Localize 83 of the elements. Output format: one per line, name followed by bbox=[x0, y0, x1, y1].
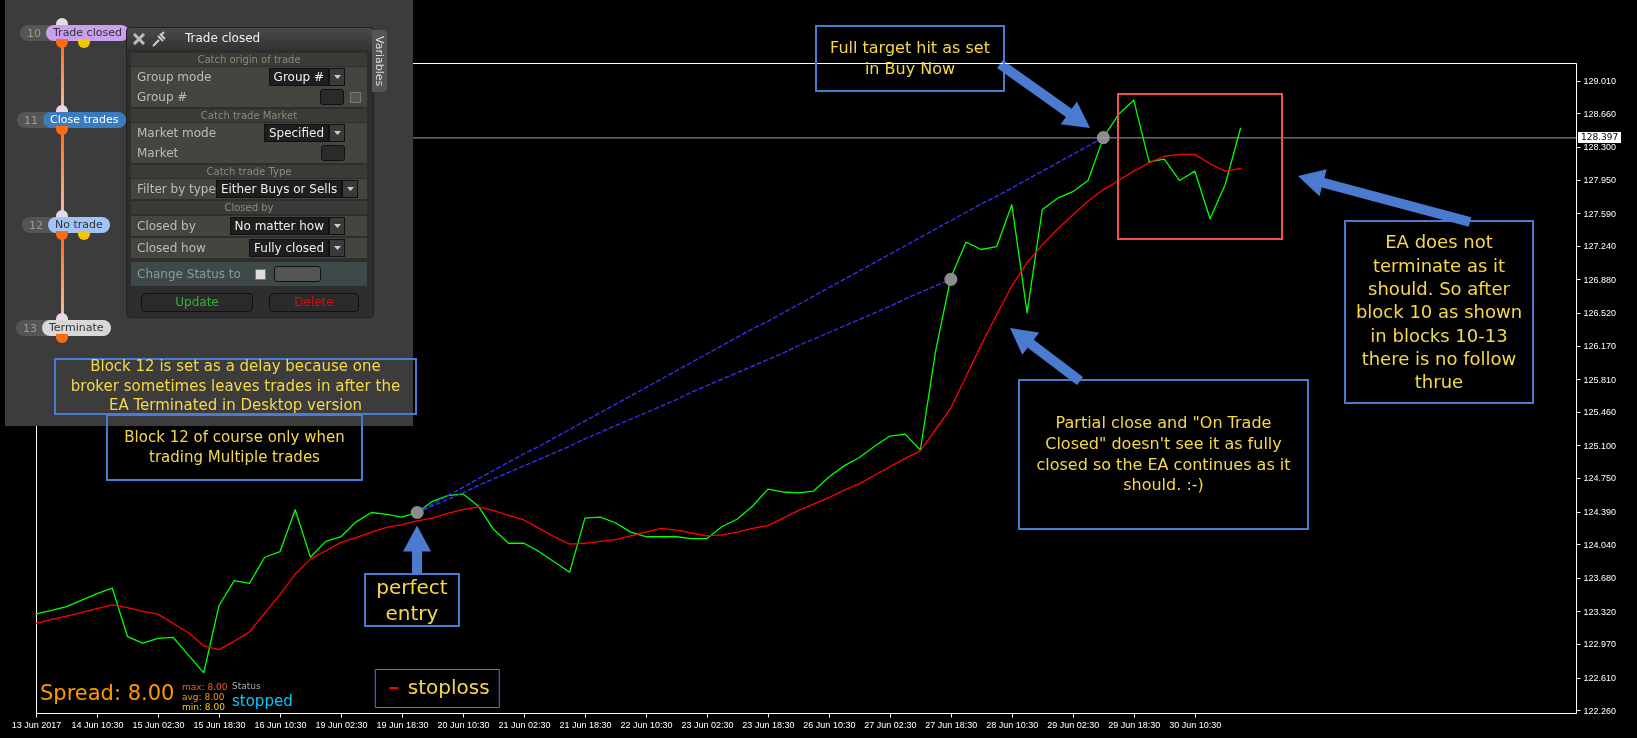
x-tick-label: 15 Jun 02:30 bbox=[132, 719, 185, 730]
x-tick-label: 19 Jun 02:30 bbox=[315, 719, 368, 730]
annotation: 13 bbox=[22, 321, 38, 335]
x-tick-label: 16 Jun 10:30 bbox=[254, 719, 307, 730]
y-tick-label: 123.680 bbox=[1583, 573, 1617, 584]
annotation: Partial close and "On Trade Closed" doesn't see it as fully closed so the EA continues as it should. :-) bbox=[1018, 379, 1309, 530]
annotation: Catch origin of trade bbox=[131, 53, 367, 66]
y-tick-label: 126.880 bbox=[1583, 274, 1617, 285]
annotation: Update bbox=[141, 293, 253, 312]
x-tick-label: 27 Jun 02:30 bbox=[864, 719, 917, 730]
y-tick-label: 123.320 bbox=[1583, 606, 1617, 617]
x-tick-label: 13 Jun 2017 bbox=[11, 719, 62, 730]
annotation: Fully closed bbox=[249, 239, 329, 257]
annotation: Market bbox=[136, 146, 179, 160]
annotation: Delete bbox=[269, 293, 359, 312]
annotation: Filter by type bbox=[136, 182, 216, 196]
y-tick-label: 126.520 bbox=[1583, 308, 1617, 319]
x-tick-label: 19 Jun 18:30 bbox=[376, 719, 429, 730]
legend-label: stoploss bbox=[407, 675, 490, 699]
x-tick-label: 27 Jun 18:30 bbox=[925, 719, 978, 730]
x-tick-label: 23 Jun 02:30 bbox=[681, 719, 734, 730]
annotation: Status bbox=[232, 681, 261, 691]
y-tick-label: 126.170 bbox=[1583, 341, 1617, 352]
annotation: 12 bbox=[28, 218, 44, 232]
x-tick-label: 26 Jun 10:30 bbox=[803, 719, 856, 730]
x-tick-label: 14 Jun 10:30 bbox=[71, 719, 124, 730]
annotation: min: 8.00 bbox=[182, 702, 225, 712]
x-tick-label: 29 Jun 02:30 bbox=[1047, 719, 1100, 730]
annotation: Either Buys or Sells bbox=[215, 180, 343, 198]
text: Trade closed bbox=[185, 31, 261, 45]
annotation: Catch trade Type bbox=[131, 165, 367, 178]
y-tick-label: 128.660 bbox=[1583, 108, 1617, 119]
annotation: perfect entry bbox=[364, 573, 460, 627]
y-tick-label: 128.300 bbox=[1583, 142, 1617, 153]
y-tick-label: 125.100 bbox=[1583, 440, 1617, 451]
annotation: Group # bbox=[268, 68, 329, 86]
x-tick-label: 28 Jun 10:30 bbox=[986, 719, 1039, 730]
annotation: Terminate bbox=[42, 320, 111, 336]
annotation: Block 12 of course only when trading Multiple trades bbox=[106, 414, 363, 481]
y-tick-label: 127.590 bbox=[1583, 208, 1617, 219]
text: 10 bbox=[26, 26, 42, 40]
ref-line-label: 128.397 bbox=[1578, 131, 1622, 143]
annotation: avg: 8.00 bbox=[182, 692, 225, 702]
annotation: Close trades bbox=[43, 112, 126, 128]
text: Trade closed bbox=[46, 25, 129, 41]
annotation: Closed by bbox=[131, 201, 367, 214]
x-tick-label: 21 Jun 02:30 bbox=[498, 719, 551, 730]
y-tick-label: 127.950 bbox=[1583, 175, 1617, 186]
y-tick-label: 122.610 bbox=[1583, 673, 1617, 684]
annotation: Catch trade Market bbox=[131, 109, 367, 122]
x-tick-label: 22 Jun 10:30 bbox=[620, 719, 673, 730]
x-tick-label: 30 Jun 10:30 bbox=[1169, 719, 1222, 730]
annotation: Market mode bbox=[136, 126, 217, 140]
y-tick-label: 129.010 bbox=[1583, 76, 1617, 87]
x-tick-label: 29 Jun 18:30 bbox=[1108, 719, 1161, 730]
annotation: Variables bbox=[372, 30, 387, 92]
y-tick-label: 124.750 bbox=[1583, 473, 1617, 484]
annotation: No matter how bbox=[229, 217, 329, 235]
y-tick-label: 124.040 bbox=[1583, 539, 1617, 550]
x-tick-label: 23 Jun 18:30 bbox=[742, 719, 795, 730]
annotation: Change Status to bbox=[136, 267, 241, 281]
annotation: max: 8.00 bbox=[182, 682, 228, 692]
annotation: Full target hit as set in Buy Now bbox=[815, 25, 1005, 92]
annotation: stopped bbox=[232, 692, 293, 710]
y-tick-label: 127.240 bbox=[1583, 241, 1617, 252]
y-tick-label: 122.260 bbox=[1583, 705, 1617, 716]
annotation: Spread: 8.00 bbox=[40, 681, 175, 705]
annotation: Closed by bbox=[136, 219, 196, 233]
annotation: Block 12 is set as a delay because one broker sometimes leaves trades in after the EA Terminated in Desktop version bbox=[54, 357, 417, 415]
annotation: Specified bbox=[263, 124, 329, 142]
annotation: Group mode bbox=[136, 70, 212, 84]
annotation: 11 bbox=[23, 113, 39, 127]
annotation: EA does not terminate as it should. So after block 10 as shown in blocks 10-13 there is no follow thrue bbox=[1344, 220, 1534, 404]
annotation: Closed how bbox=[136, 241, 206, 255]
x-tick-label: 15 Jun 18:30 bbox=[193, 719, 246, 730]
y-tick-label: 125.810 bbox=[1583, 374, 1617, 385]
y-tick-label: 125.460 bbox=[1583, 407, 1617, 418]
x-tick-label: 21 Jun 18:30 bbox=[559, 719, 612, 730]
annotation: No trade bbox=[48, 217, 110, 233]
annotation: Group # bbox=[136, 90, 188, 104]
y-tick-label: 124.390 bbox=[1583, 507, 1617, 518]
y-tick-label: 122.970 bbox=[1583, 639, 1617, 650]
x-tick-label: 20 Jun 10:30 bbox=[437, 719, 490, 730]
